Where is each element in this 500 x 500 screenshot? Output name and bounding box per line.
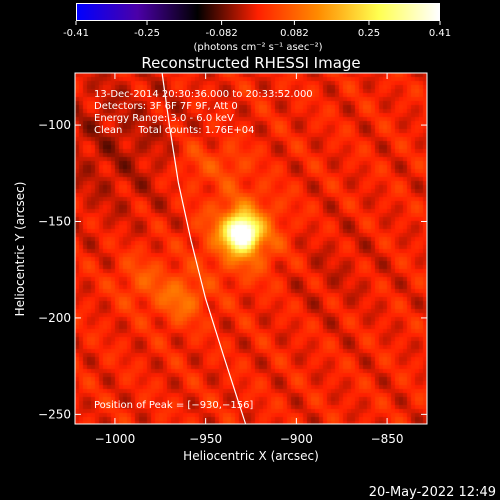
annotation-detectors: Detectors: 3F 6F 7F 9F, Att 0 xyxy=(94,101,238,112)
y-tick-label: −200 xyxy=(38,311,71,325)
chart-title: Reconstructed RHESSI Image xyxy=(141,54,360,72)
y-tick-label: −100 xyxy=(38,118,71,132)
colorbar-tick-label: -0.082 xyxy=(205,28,237,39)
x-tick-label: −1000 xyxy=(95,432,136,446)
colorbar-tick-label: 0.25 xyxy=(358,28,380,39)
solar-limb-arc xyxy=(161,72,247,425)
annotation-time-range: 13-Dec-2014 20:30:36.000 to 20:33:52.000 xyxy=(94,89,313,100)
colorbar-tick-label: 0.41 xyxy=(429,28,451,39)
colorbar-tick-label: -0.25 xyxy=(134,28,160,39)
annotation-energy-range: Energy Range: 3.0 - 6.0 keV xyxy=(94,113,234,124)
colorbar-units: (photons cm⁻² s⁻¹ asec⁻²) xyxy=(193,42,322,53)
x-tick-label: −850 xyxy=(371,432,404,446)
y-axis-label: Heliocentric Y (arcsec) xyxy=(13,182,27,317)
colorbar-gradient xyxy=(77,4,439,20)
x-axis-label: Heliocentric X (arcsec) xyxy=(183,449,319,463)
annotation-peak-position: Position of Peak = [−930,−156] xyxy=(94,400,253,411)
plot-frame xyxy=(74,72,428,425)
annotation-clean-counts: Clean Total counts: 1.76E+04 xyxy=(94,125,254,136)
x-tick-label: −900 xyxy=(280,432,313,446)
timestamp: 20-May-2022 12:49 xyxy=(369,485,496,500)
heatmap-image xyxy=(75,73,427,424)
colorbar xyxy=(76,3,440,21)
y-axis-ticks: −100 −150 −200 −250 xyxy=(38,118,427,421)
y-tick-label: −250 xyxy=(38,407,71,421)
y-tick-label: −150 xyxy=(38,215,71,229)
x-axis-ticks: −1000 −950 −900 −850 xyxy=(95,73,404,446)
x-tick-label: −950 xyxy=(189,432,222,446)
colorbar-ticks: -0.41 -0.25 -0.082 0.082 0.25 0.41 xyxy=(63,21,451,39)
colorbar-tick-label: -0.41 xyxy=(63,28,89,39)
colorbar-tick-label: 0.082 xyxy=(280,28,309,39)
